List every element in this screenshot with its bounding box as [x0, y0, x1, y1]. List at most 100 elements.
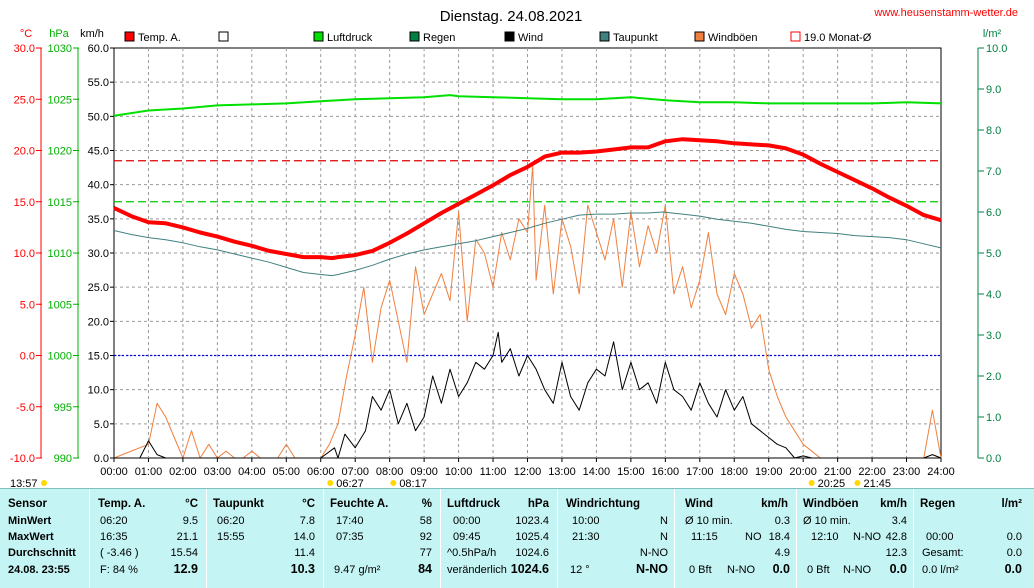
series-line-wind: [114, 331, 942, 459]
rain-tick-label: 3.0: [986, 330, 1001, 342]
temp-avg-value: 15.54: [170, 547, 198, 559]
wind-tick-label: 10.0: [88, 385, 109, 397]
temp-tick-label: 5.0: [20, 299, 35, 311]
wind-max-value: 18.4: [768, 531, 790, 543]
rain-current-value: 0.0: [1004, 562, 1022, 576]
sensor-row-current: 24.08. 23:55: [8, 564, 70, 576]
pressure-tendency: veränderlich: [447, 564, 507, 576]
time-marker-label: 20:25: [818, 478, 846, 488]
chart-legend: Temp. A. Luftdruck Regen Wind Taupunkt Windbö…: [124, 31, 872, 44]
x-tick-label: 07:00: [341, 466, 369, 478]
rain-tick-label: 7.0: [986, 166, 1001, 178]
chart-series: [113, 94, 942, 459]
x-tick-label: 23:00: [893, 466, 921, 478]
sun-marker-icon: [390, 480, 397, 486]
gusts-min-value: 3.4: [891, 515, 907, 527]
wind-tick-label: 0.0: [94, 453, 109, 465]
direction-min-time: 10:00: [572, 515, 600, 527]
temp-current-value: 12.9: [173, 562, 198, 576]
temp-tick-label: 20.0: [14, 146, 35, 158]
x-tick-label: 12:00: [514, 466, 542, 478]
pressure-unit-label: hPa: [49, 28, 69, 40]
gusts-max-dir: N-NO: [853, 531, 882, 543]
temp-min-value: 9.5: [182, 515, 198, 527]
x-tick-label: 13:00: [548, 466, 576, 478]
x-tick-label: 15:00: [617, 466, 645, 478]
pressure-trend: ^0.5hPa/h: [447, 547, 497, 559]
temp-column: Temp. A. °C 06:20 9.5 16:35 21.1 ( -3.46…: [90, 489, 207, 588]
gusts-bft: 0 Bft: [807, 564, 830, 576]
sensor-column: Sensor MinWert MaxWert Durchschnitt 24.0…: [0, 489, 90, 588]
bottom-markers: 13:57 06:27 08:17 20:25 21:45: [10, 478, 891, 488]
legend-swatch: [313, 31, 324, 42]
humidity-current-value: 84: [418, 562, 432, 576]
wind-current-dir: N-NO: [727, 564, 756, 576]
pressure-tick-label: 1005: [48, 299, 72, 311]
x-tick-label: 09:00: [410, 466, 438, 478]
rain-current-note: 0.0 l/m²: [922, 564, 959, 576]
wind-tick-label: 5.0: [94, 419, 109, 431]
pressure-column: Luftdruck hPa 00:00 1023.4 09:45 1025.4 …: [441, 489, 558, 588]
axis-ticks: 00:00 01:00 02:00 03:00 04:00 05:00 06:00 07:00…: [10, 43, 1008, 478]
wind-min-value: 0.3: [774, 515, 790, 527]
gusts-max-value: 42.8: [885, 531, 907, 543]
pressure-tick-label: 995: [54, 402, 72, 414]
wind-avg-value: 4.9: [774, 547, 790, 559]
wind-header: Wind: [685, 498, 713, 510]
source-url[interactable]: www.heusenstamm-wetter.de: [873, 7, 1018, 19]
direction-max-time: 21:30: [572, 531, 600, 543]
pressure-tick-label: 1030: [48, 43, 72, 55]
humidity-max-value: 92: [419, 531, 432, 543]
temp-avg-note: ( -3.46 ): [100, 547, 139, 559]
wind-tick-label: 45.0: [88, 146, 109, 158]
rain-min-time: 00:00: [926, 531, 954, 543]
pressure-tick-label: 1020: [48, 146, 72, 158]
sun-marker-icon: [327, 480, 334, 486]
direction-max-value: N: [660, 531, 668, 543]
wind-tick-label: 50.0: [88, 111, 109, 123]
legend-label: 19.0 Monat-Ø: [804, 32, 872, 44]
x-tick-label: 04:00: [238, 466, 266, 478]
pressure-avg-value: 1024.6: [515, 547, 549, 559]
wind-max-dir: NO: [745, 531, 762, 543]
x-tick-label: 02:00: [169, 466, 197, 478]
temp-tick-label: -5.0: [16, 402, 35, 414]
gusts-avg-value: 12.3: [885, 547, 907, 559]
x-tick-label: 03:00: [204, 466, 232, 478]
rain-tick-label: 6.0: [986, 207, 1001, 219]
chart-grid: [113, 47, 942, 459]
rain-tick-label: 10.0: [986, 43, 1007, 55]
humidity-min-value: 58: [419, 515, 432, 527]
wind-unit: km/h: [761, 498, 788, 510]
rain-tick-label: 0.0: [986, 453, 1001, 465]
rain-min-value: 0.0: [1006, 531, 1022, 543]
direction-column: Windrichtung 10:00 N 21:30 N N-NO 12 ° N…: [558, 489, 675, 588]
gusts-column: Windböen km/h Ø 10 min. 3.4 12:10 N-NO 4…: [797, 489, 914, 588]
sensor-row-min: MinWert: [8, 515, 52, 527]
rain-tick-label: 1.0: [986, 412, 1001, 424]
wind-tick-label: 40.0: [88, 180, 109, 192]
rain-tick-label: 8.0: [986, 125, 1001, 137]
temp-max-value: 21.1: [176, 531, 198, 543]
rain-total-value: 0.0: [1006, 547, 1022, 559]
gusts-min-label: Ø 10 min.: [803, 515, 851, 527]
pressure-current-value: 1024.6: [510, 562, 549, 576]
legend-swatch: [218, 31, 229, 42]
legend-label: Windböen: [708, 32, 758, 44]
sun-marker-icon: [854, 480, 861, 486]
humidity-unit: %: [421, 498, 432, 510]
pressure-unit: hPa: [527, 498, 549, 510]
gusts-current-dir: N-NO: [843, 564, 872, 576]
legend-label: Temp. A.: [138, 32, 181, 44]
wind-current-value: 0.0: [772, 562, 790, 576]
wind-min-label: Ø 10 min.: [685, 515, 733, 527]
legend-label: Taupunkt: [613, 32, 658, 44]
legend-swatch: [790, 31, 801, 42]
wind-tick-label: 60.0: [88, 43, 109, 55]
rain-tick-label: 9.0: [986, 84, 1001, 96]
temp-min-time: 06:20: [100, 515, 128, 527]
wind-tick-label: 20.0: [88, 316, 109, 328]
dew-header: Taupunkt: [213, 498, 264, 510]
direction-degrees: 12 °: [570, 564, 590, 576]
wind-tick-label: 30.0: [88, 248, 109, 260]
